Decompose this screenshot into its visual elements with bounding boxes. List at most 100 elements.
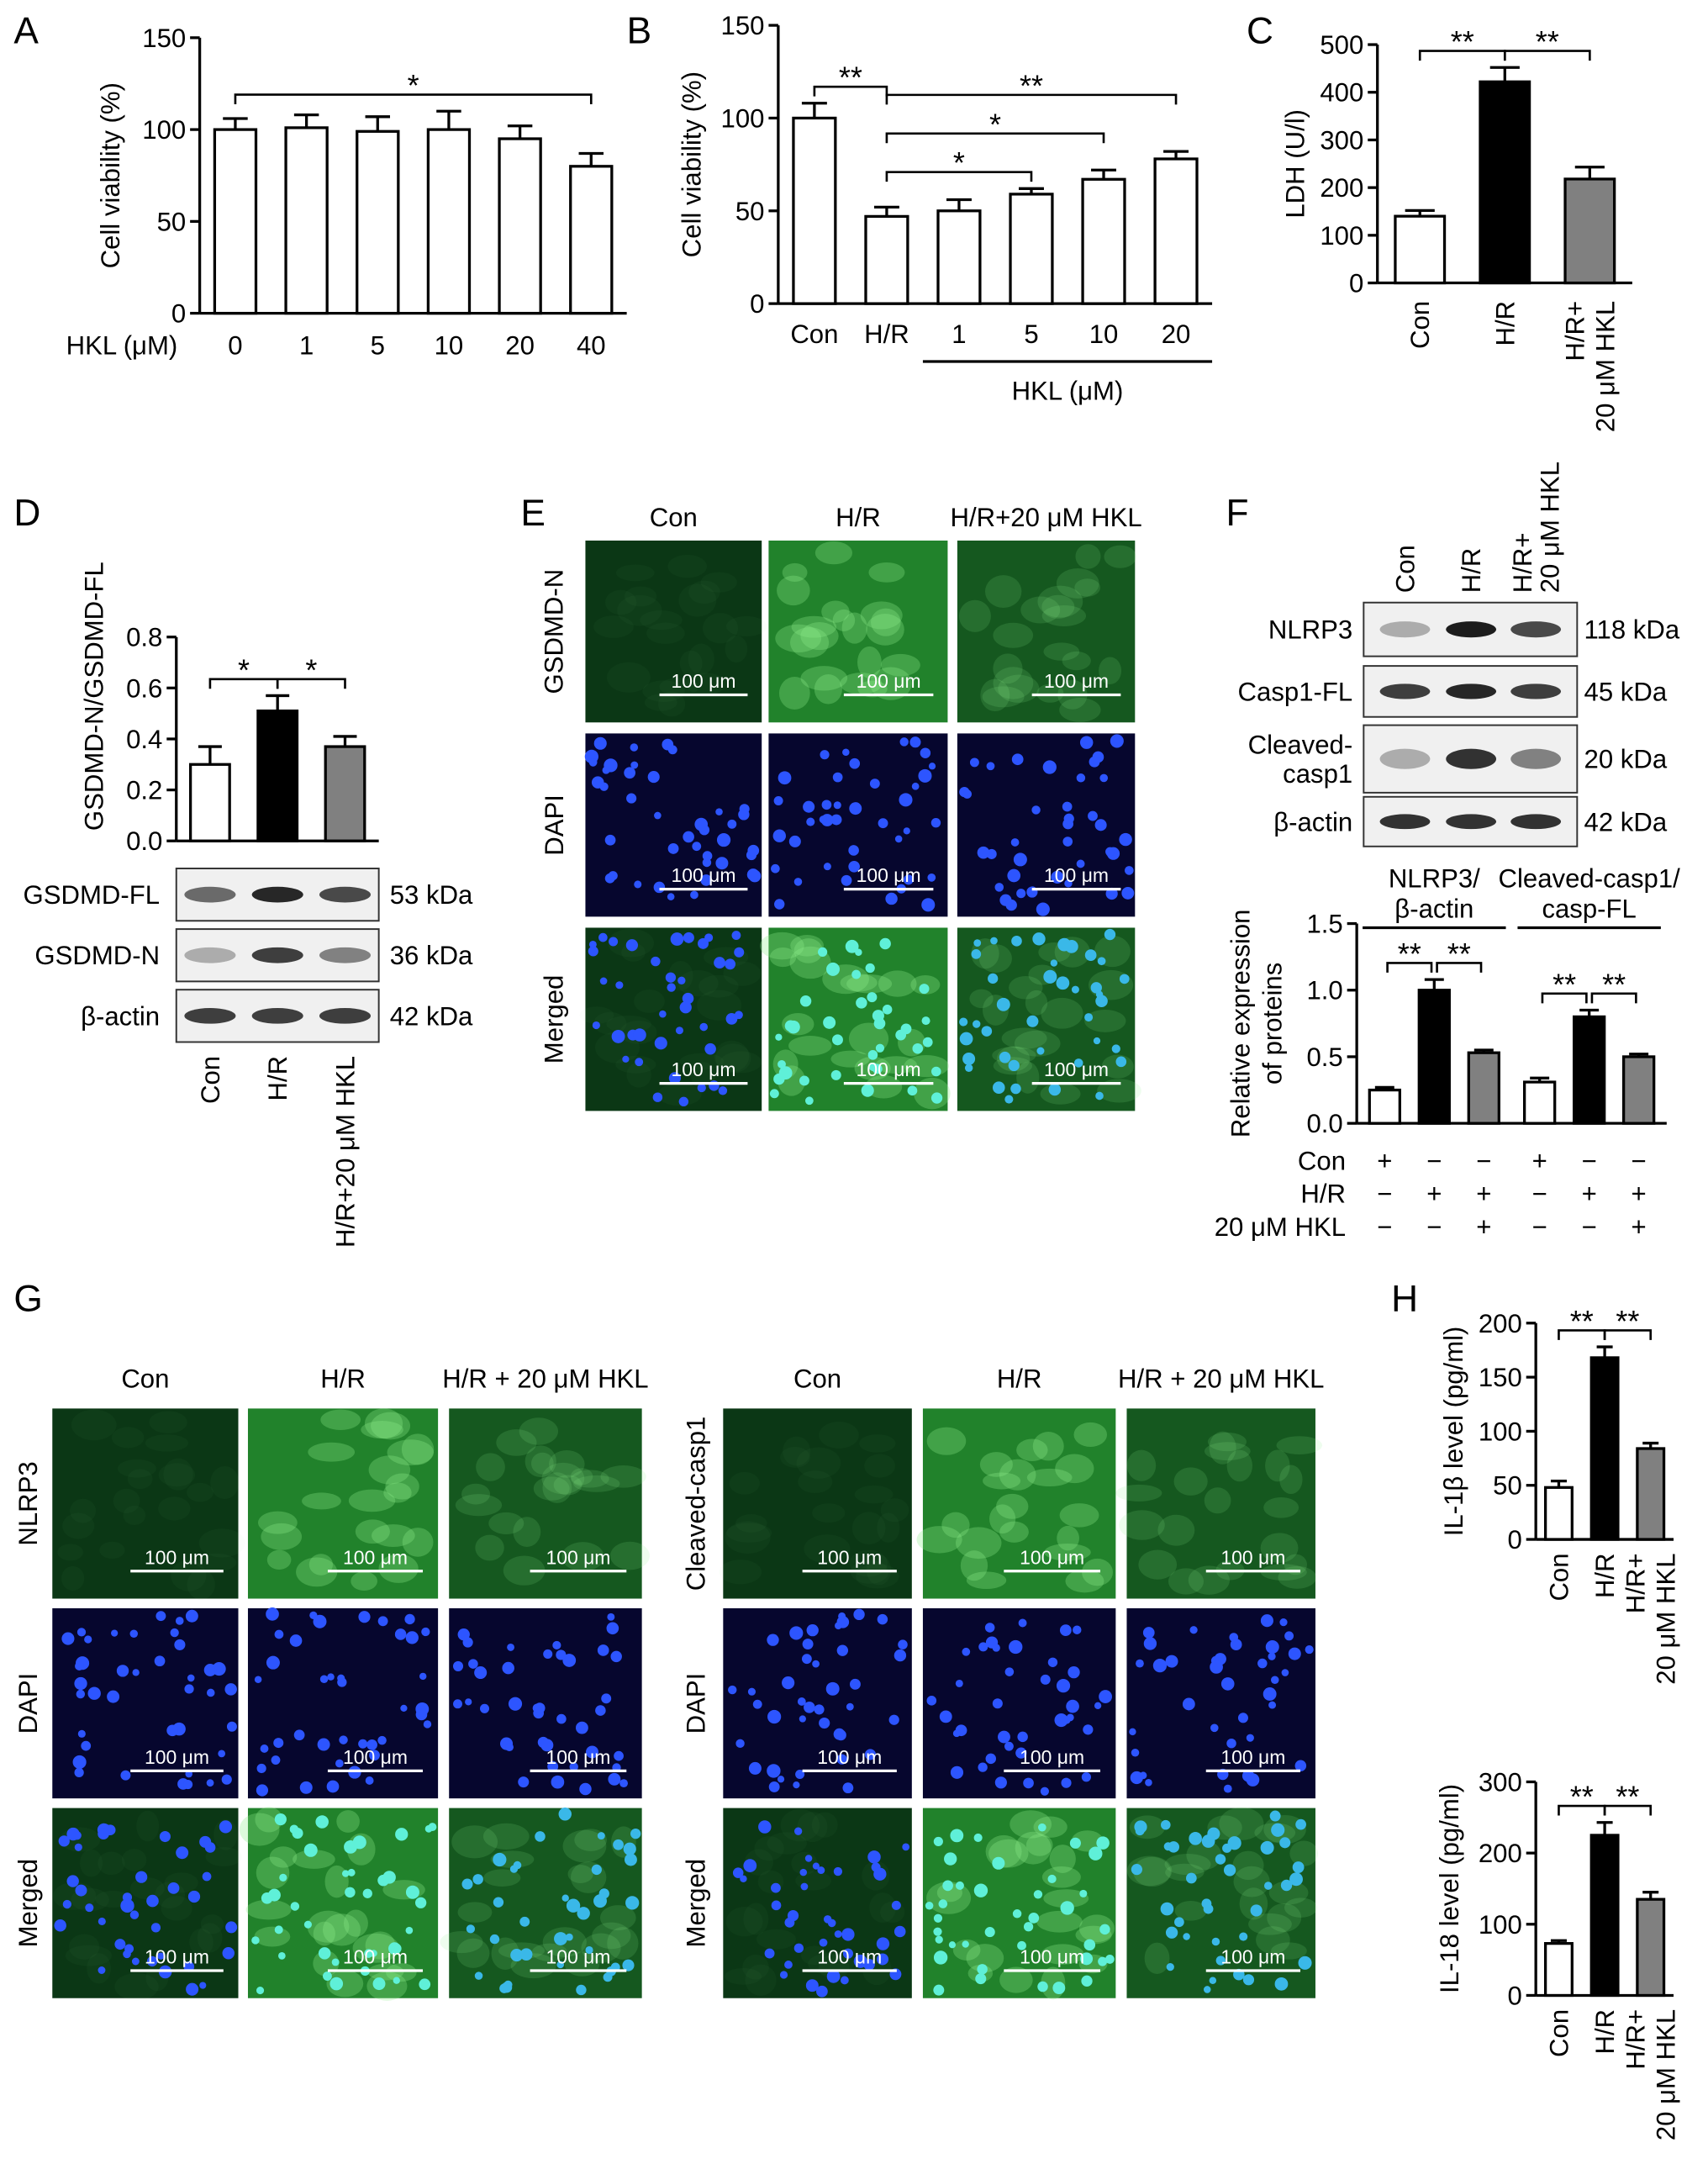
cell-stain	[307, 1910, 350, 1943]
nucleus	[1119, 832, 1132, 847]
nucleus	[927, 873, 936, 882]
nucleus	[793, 1781, 800, 1789]
row-label: Merged	[681, 1859, 710, 1948]
column-header: Con	[793, 1364, 841, 1393]
scale-bar-label: 100 μm	[145, 1546, 209, 1568]
cell-stain	[456, 1938, 490, 1968]
cell-stain	[496, 1429, 537, 1456]
x-tick-label: H/R	[864, 319, 909, 349]
cell-stain	[778, 677, 810, 710]
nucleus	[882, 1005, 893, 1015]
y-axis-label: IL-1β level (pg/ml)	[1438, 1327, 1468, 1537]
nucleus	[716, 832, 731, 847]
nucleus	[1084, 1013, 1094, 1022]
cell-stain	[386, 1963, 417, 1982]
nucleus	[973, 1833, 983, 1842]
micrograph	[723, 1408, 912, 1599]
y-tick-label: 0.0	[126, 826, 162, 856]
cell-stain	[1036, 1910, 1083, 1933]
treatment-label: H/R	[1300, 1179, 1346, 1208]
scale-bar-label: 100 μm	[546, 1946, 610, 1968]
nucleus	[938, 1899, 948, 1908]
nucleus	[254, 1676, 262, 1684]
cell-stain	[255, 1807, 283, 1833]
nucleus	[206, 1665, 215, 1675]
nucleus	[804, 1702, 815, 1713]
y-tick-label: 100	[1320, 220, 1363, 250]
nucleus	[939, 1710, 952, 1723]
cell-stain	[1059, 1503, 1099, 1528]
nucleus	[595, 1705, 606, 1716]
error-bar	[1405, 208, 1435, 217]
scale-bar-label: 100 μm	[672, 864, 736, 886]
nucleus	[135, 1871, 148, 1883]
cell-stain	[1065, 1570, 1104, 1593]
nucleus	[377, 1735, 387, 1745]
significance-label: **	[1552, 967, 1576, 1001]
nucleus	[933, 1836, 943, 1847]
scale-bar-label: 100 μm	[1220, 1746, 1285, 1768]
cell-stain	[782, 562, 808, 583]
cell-stain	[562, 1829, 607, 1863]
nucleus	[732, 1867, 744, 1878]
cell-stain	[993, 622, 1034, 648]
treatment-label: Con	[1298, 1146, 1346, 1175]
cell-stain	[136, 1811, 159, 1842]
nucleus	[894, 1649, 907, 1662]
nucleus	[994, 883, 1004, 892]
nucleus	[1139, 1771, 1147, 1780]
nucleus	[787, 1020, 800, 1034]
cell-stain	[451, 1825, 498, 1859]
nucleus	[922, 1037, 933, 1048]
nucleus	[599, 782, 609, 791]
y-tick-label: 300	[1479, 1767, 1522, 1797]
nucleus	[474, 1971, 483, 1980]
nucleus	[597, 1644, 609, 1656]
nucleus	[1131, 1748, 1140, 1757]
nucleus	[1209, 1977, 1217, 1984]
cell-stain	[372, 1524, 415, 1547]
nucleus	[274, 1629, 284, 1639]
significance-label: *	[305, 652, 317, 687]
nucleus	[74, 1767, 84, 1777]
nucleus	[902, 1843, 910, 1851]
treatment-sign: +	[1426, 1179, 1442, 1208]
error-bar	[1596, 1821, 1613, 1835]
micrograph	[247, 1808, 439, 1998]
cell-stain	[606, 1016, 651, 1033]
cell-stain	[667, 555, 707, 578]
cell-stain	[775, 624, 822, 653]
nucleus	[271, 1755, 281, 1765]
error-bar	[1530, 1076, 1550, 1083]
cell-stain	[1204, 1487, 1231, 1514]
micrograph	[449, 1408, 642, 1599]
nucleus	[799, 1075, 809, 1086]
nucleus	[479, 1703, 490, 1713]
nucleus	[261, 1892, 273, 1904]
nucleus	[624, 767, 635, 779]
nucleus	[825, 1681, 840, 1696]
nucleus	[977, 846, 990, 859]
bar	[1543, 1486, 1574, 1541]
cell-stain	[580, 1006, 614, 1023]
cell-stain	[1219, 1807, 1264, 1840]
bar	[498, 137, 542, 315]
nucleus	[593, 736, 607, 750]
nucleus	[894, 1925, 906, 1938]
nucleus	[1079, 736, 1094, 749]
nucleus	[591, 1864, 602, 1876]
nucleus	[123, 1950, 131, 1959]
nucleus	[319, 1675, 329, 1684]
row-label: GSDMD-N	[539, 569, 568, 694]
nucleus	[877, 1613, 888, 1625]
cell-stain	[868, 562, 905, 583]
nucleus	[1073, 1058, 1083, 1068]
cell-stain	[1256, 1926, 1290, 1955]
nucleus	[816, 1985, 828, 1998]
cell-stain	[1233, 1866, 1270, 1897]
nucleus	[876, 1937, 890, 1950]
nucleus	[1004, 1095, 1014, 1104]
nucleus	[984, 1623, 995, 1633]
row-label: DAPI	[681, 1673, 710, 1734]
cell-stain	[99, 1542, 124, 1559]
